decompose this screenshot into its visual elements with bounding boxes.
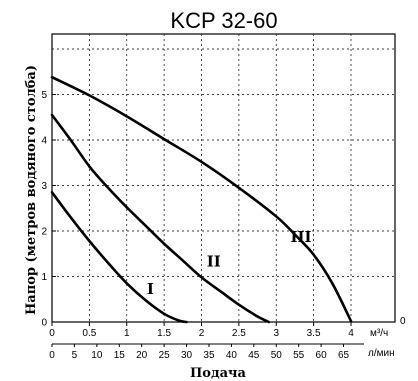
plot-frame bbox=[51, 33, 396, 323]
y-tick-label: 0 bbox=[41, 318, 47, 329]
chart-title: KCP 32-60 bbox=[170, 8, 277, 33]
x-tick-label-m3h: 3 bbox=[273, 328, 279, 339]
x-tick-label-m3h: 2 bbox=[199, 328, 205, 339]
x-tick-label-lmin: 45 bbox=[248, 350, 260, 361]
x-axis-end-label: 0 bbox=[400, 316, 406, 327]
x-axis-ticks-lmin: 0 5 10 15 20 25 30 35 40 45 50 55 60 65 bbox=[49, 344, 350, 361]
x-tick-label-lmin: 55 bbox=[293, 350, 305, 361]
curve-label-III: III bbox=[290, 228, 311, 246]
x-tick-label-m3h: 3.5 bbox=[307, 328, 321, 339]
x-tick-label-lmin: 25 bbox=[159, 350, 171, 361]
curve-II bbox=[50, 113, 271, 324]
curve-label-II: II bbox=[207, 252, 221, 270]
curves bbox=[50, 75, 353, 324]
curve-label-I: I bbox=[147, 280, 154, 298]
x-tick-label-lmin: 5 bbox=[72, 350, 78, 361]
x-tick-label-lmin: 15 bbox=[114, 350, 126, 361]
y-tick-label: 5 bbox=[41, 90, 47, 101]
x-tick-label-lmin: 10 bbox=[91, 350, 103, 361]
x-tick-label-lmin: 35 bbox=[203, 350, 215, 361]
y-tick-label: 3 bbox=[41, 181, 47, 192]
x-tick-label-m3h: 2.5 bbox=[232, 328, 246, 339]
curve-I bbox=[50, 191, 188, 324]
x-tick-label-lmin: 20 bbox=[136, 350, 148, 361]
x-tick-label-lmin: 40 bbox=[226, 350, 238, 361]
x-tick-label-lmin: 65 bbox=[338, 350, 350, 361]
x-tick-label-m3h: 0 bbox=[49, 328, 55, 339]
x-tick-label-m3h: 1 bbox=[124, 328, 130, 339]
x-tick-label-lmin: 0 bbox=[49, 350, 55, 361]
y-tick-label: 1 bbox=[41, 272, 47, 283]
x-tick-label-m3h: 1.5 bbox=[157, 328, 171, 339]
y-tick-label: 4 bbox=[41, 136, 47, 147]
grid bbox=[52, 34, 395, 322]
x-tick-label-lmin: 50 bbox=[271, 350, 283, 361]
x-tick-label-m3h: 4 bbox=[348, 328, 354, 339]
y-axis-ticks: 0 1 2 3 4 5 bbox=[41, 90, 56, 329]
curve-III bbox=[50, 75, 353, 323]
x-tick-label-m3h: 0.5 bbox=[82, 328, 96, 339]
y-axis-label: Напор (метров водяного столба) bbox=[24, 65, 39, 315]
x-tick-label-lmin: 30 bbox=[181, 350, 193, 361]
x-unit-primary: м³/ч bbox=[370, 328, 388, 339]
x-unit-secondary: л/мин bbox=[368, 348, 395, 359]
x-tick-label-lmin: 60 bbox=[316, 350, 328, 361]
x-axis-label: Подача bbox=[190, 366, 247, 381]
x-axis-ticks-m3h: 0 0.5 1 1.5 2 2.5 3 3.5 4 bbox=[49, 322, 354, 339]
y-tick-label: 2 bbox=[41, 227, 47, 238]
